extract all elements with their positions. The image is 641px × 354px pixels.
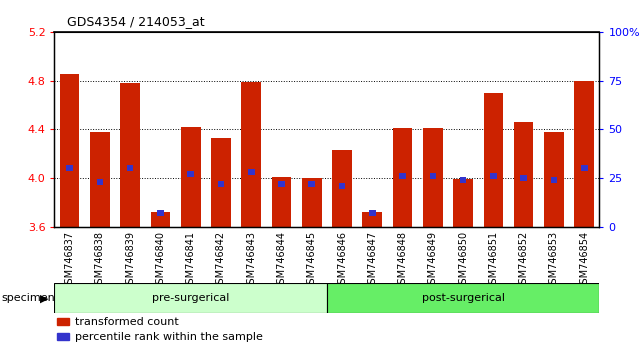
Bar — [151, 212, 171, 227]
Text: GSM746837: GSM746837 — [65, 231, 74, 290]
Bar — [544, 132, 564, 227]
Bar — [97, 179, 103, 185]
Bar — [248, 169, 254, 175]
Text: GSM746843: GSM746843 — [246, 231, 256, 290]
Bar — [58, 318, 69, 325]
Text: GSM746852: GSM746852 — [519, 231, 529, 290]
Text: pre-surgerical: pre-surgerical — [152, 293, 229, 303]
Bar — [460, 177, 467, 183]
Bar — [157, 210, 163, 216]
Text: GSM746846: GSM746846 — [337, 231, 347, 290]
Text: GSM746838: GSM746838 — [95, 231, 105, 290]
Text: GSM746848: GSM746848 — [397, 231, 408, 290]
Bar — [242, 82, 261, 227]
Bar — [121, 83, 140, 227]
Bar — [54, 283, 327, 313]
Bar — [581, 165, 588, 171]
Text: GSM746845: GSM746845 — [307, 231, 317, 290]
Text: GSM746847: GSM746847 — [367, 231, 378, 290]
Text: GSM746849: GSM746849 — [428, 231, 438, 290]
Text: GSM746854: GSM746854 — [579, 231, 589, 290]
Bar — [272, 177, 292, 227]
Bar — [211, 138, 231, 227]
Bar — [66, 165, 73, 171]
Text: transformed count: transformed count — [76, 317, 179, 327]
Bar — [393, 128, 412, 227]
Bar — [181, 127, 201, 227]
Bar — [327, 283, 599, 313]
Bar — [187, 171, 194, 177]
Bar — [90, 132, 110, 227]
Text: percentile rank within the sample: percentile rank within the sample — [76, 332, 263, 342]
Bar — [514, 122, 533, 227]
Text: GSM746842: GSM746842 — [216, 231, 226, 290]
Text: GSM746844: GSM746844 — [276, 231, 287, 290]
Text: GSM746853: GSM746853 — [549, 231, 559, 290]
Bar — [574, 81, 594, 227]
Bar — [332, 150, 352, 227]
Bar — [218, 181, 224, 187]
Text: GSM746840: GSM746840 — [155, 231, 165, 290]
Bar — [520, 175, 527, 181]
Bar — [399, 173, 406, 179]
Text: GDS4354 / 214053_at: GDS4354 / 214053_at — [67, 15, 205, 28]
Bar — [302, 178, 322, 227]
Bar — [490, 173, 497, 179]
Text: post-surgerical: post-surgerical — [422, 293, 504, 303]
Bar — [423, 128, 443, 227]
Text: GSM746851: GSM746851 — [488, 231, 499, 290]
Bar — [278, 181, 285, 187]
Bar — [58, 333, 69, 341]
Text: specimen: specimen — [1, 293, 55, 303]
Bar — [483, 93, 503, 227]
Bar — [308, 181, 315, 187]
Text: GSM746839: GSM746839 — [125, 231, 135, 290]
Bar — [551, 177, 557, 183]
Bar — [127, 165, 133, 171]
Text: GSM746850: GSM746850 — [458, 231, 468, 290]
Bar — [453, 179, 473, 227]
Text: ▶: ▶ — [40, 293, 48, 303]
Bar — [338, 183, 345, 189]
Bar — [429, 173, 436, 179]
Text: GSM746841: GSM746841 — [186, 231, 196, 290]
Bar — [369, 210, 376, 216]
Bar — [362, 212, 382, 227]
Bar — [60, 74, 79, 227]
